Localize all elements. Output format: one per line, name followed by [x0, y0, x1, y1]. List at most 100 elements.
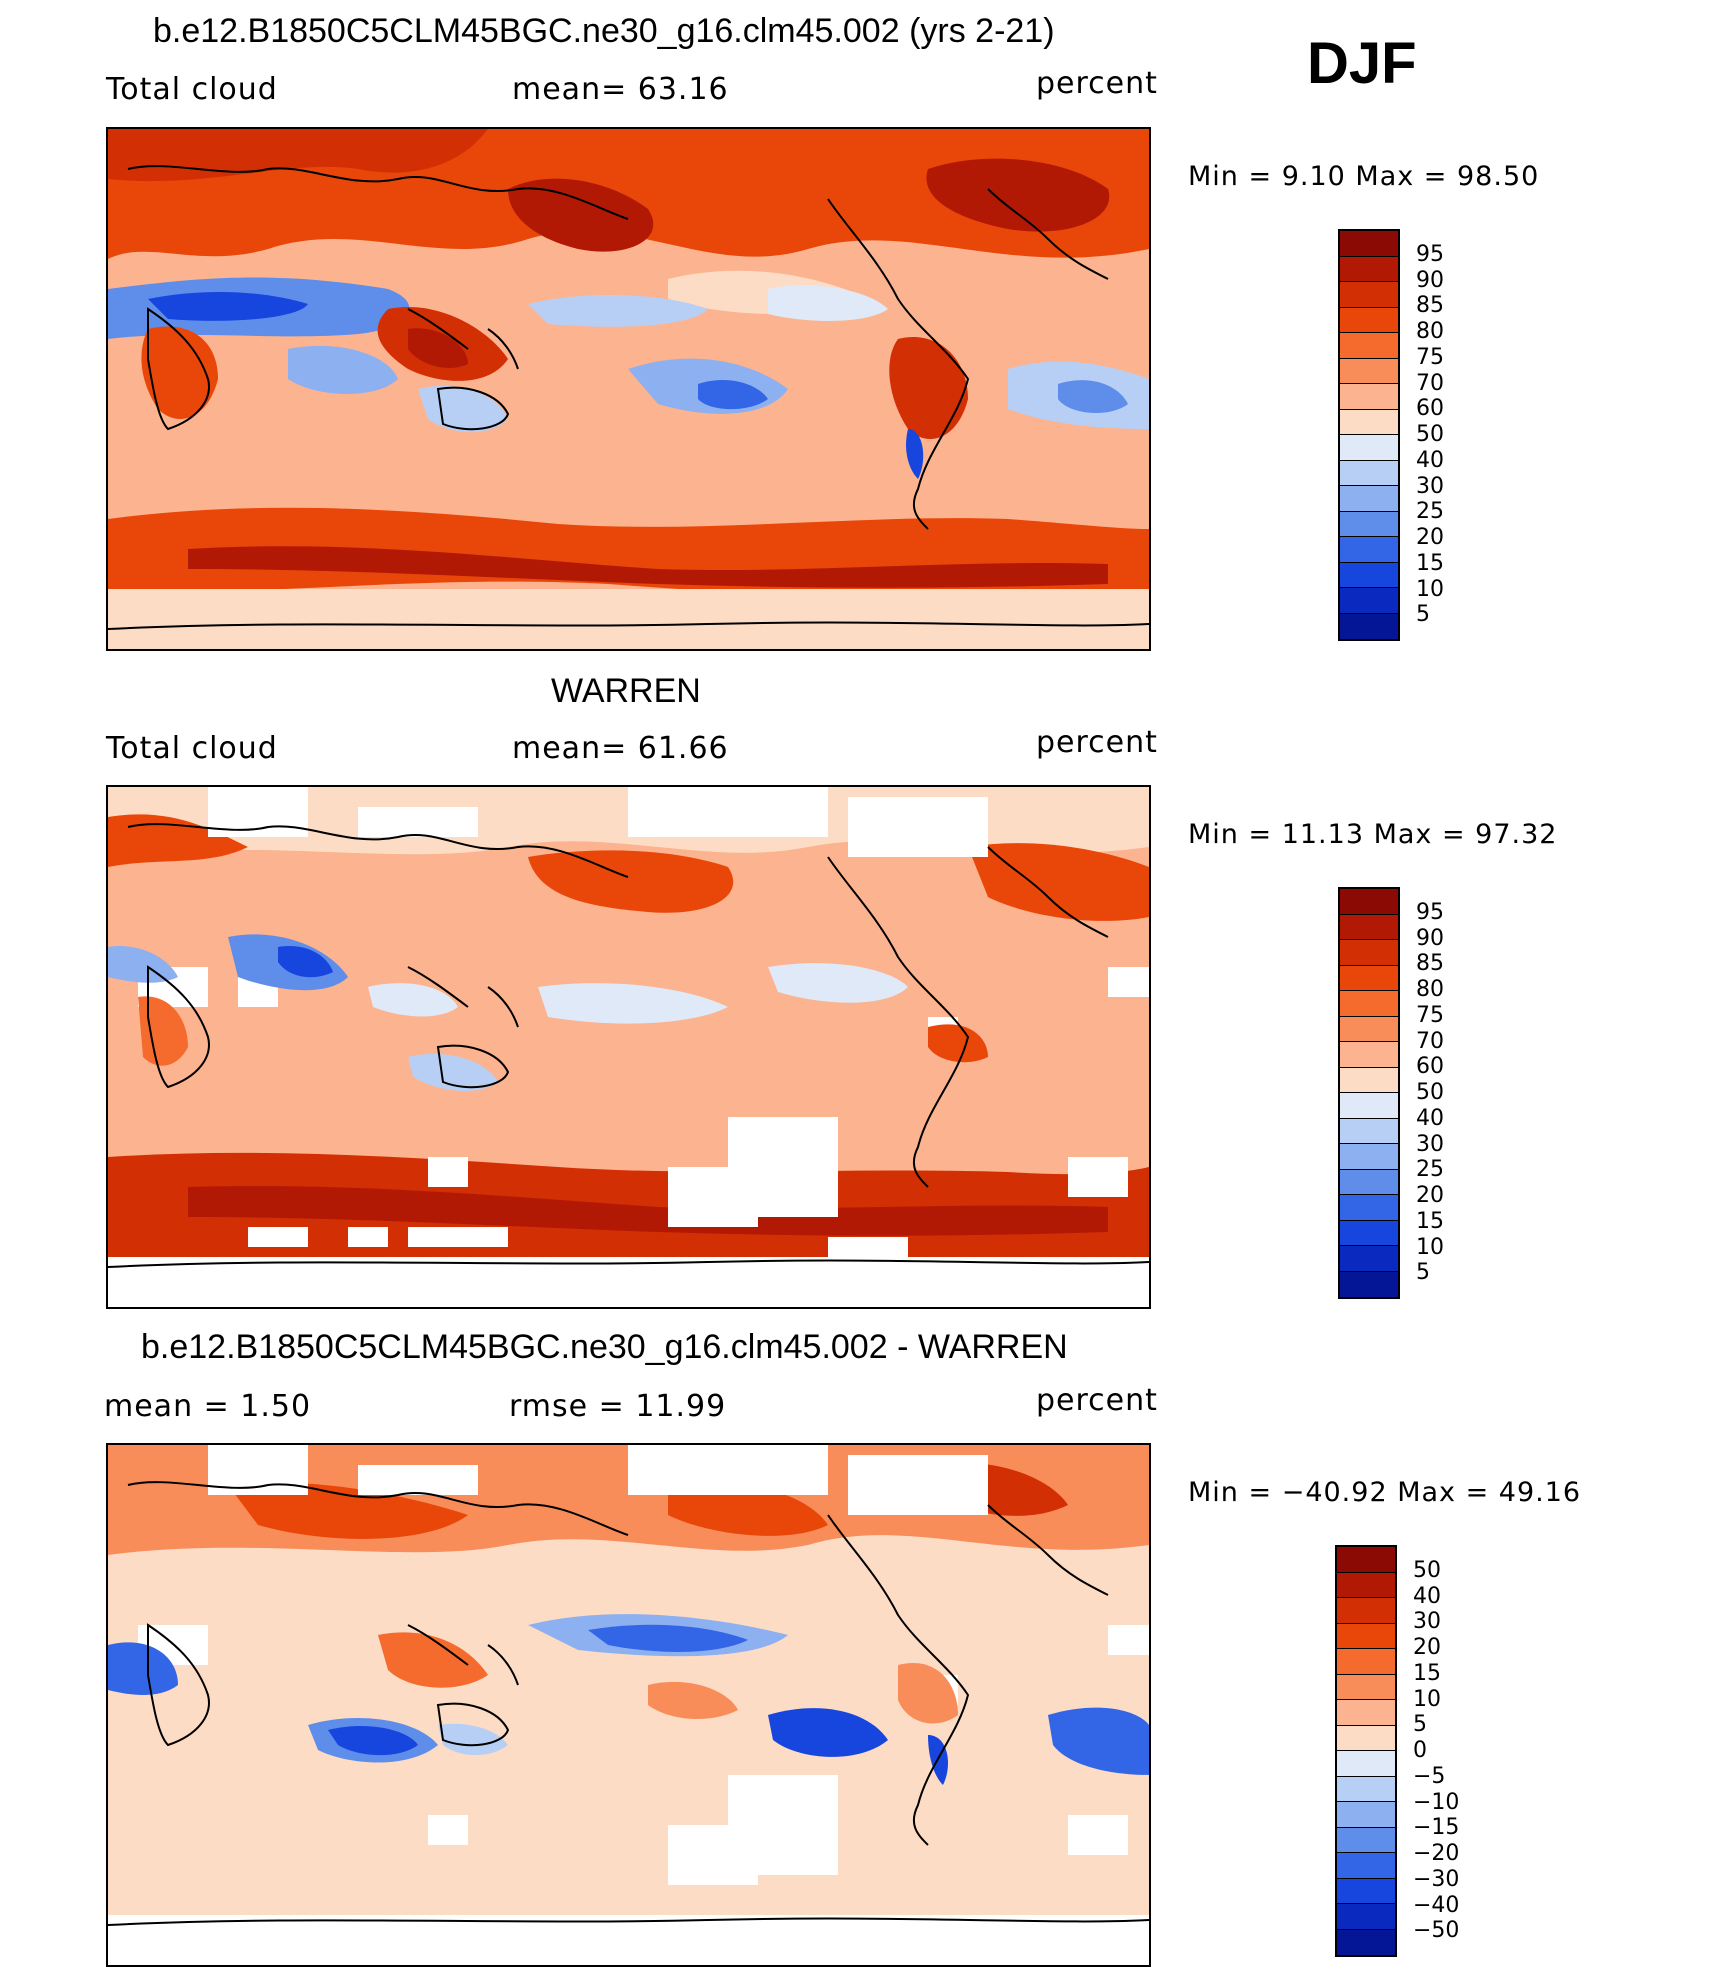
- colorbar-tick-label: 80: [1416, 319, 1444, 344]
- colorbar-swatch: [1340, 231, 1398, 257]
- colorbar-swatch: [1340, 1220, 1398, 1246]
- colorbar-tick-label: 75: [1416, 1002, 1444, 1028]
- colorbar-swatch: [1337, 1802, 1395, 1828]
- colorbar-swatch: [1340, 889, 1398, 915]
- colorbar-swatch: [1340, 562, 1398, 588]
- colorbar-swatch: [1340, 965, 1398, 991]
- colorbar-tick-label: 5: [1416, 1260, 1430, 1286]
- panel-3-title: b.e12.B1850C5CLM45BGC.ne30_g16.clm45.002…: [141, 1328, 1068, 1366]
- panel-2-map: [106, 785, 1151, 1309]
- colorbar-swatch: [1340, 1042, 1398, 1068]
- colorbar-tick-label: 60: [1416, 1054, 1444, 1080]
- colorbar-tick-label: −50: [1413, 1918, 1460, 1944]
- colorbar-swatch: [1340, 613, 1398, 639]
- colorbar-tick-label: 20: [1416, 1183, 1444, 1208]
- colorbar-swatch: [1340, 1093, 1398, 1119]
- colorbar-swatch: [1337, 1878, 1395, 1904]
- colorbar-swatch: [1337, 1725, 1395, 1751]
- colorbar-swatch: [1340, 511, 1398, 537]
- colorbar-tick-label: −5: [1413, 1763, 1446, 1789]
- colorbar-swatch: [1340, 384, 1398, 410]
- colorbar-tick-label: 75: [1416, 344, 1444, 370]
- colorbar-tick-label: 85: [1416, 951, 1444, 977]
- colorbar-tick-label: 5: [1413, 1712, 1427, 1738]
- colorbar-swatch: [1340, 914, 1398, 940]
- panel-2-minmax: Min = 11.13 Max = 97.32: [1188, 819, 1558, 850]
- colorbar-swatch: [1340, 1169, 1398, 1195]
- panel-1-units-label: percent: [1036, 66, 1158, 101]
- panel-3-rmse-label: rmse = 11.99: [509, 1389, 727, 1424]
- panel-1-map: [106, 127, 1151, 651]
- colorbar-swatch: [1340, 256, 1398, 282]
- panel-3-colorbar: [1335, 1545, 1397, 1957]
- colorbar-swatch: [1340, 1016, 1398, 1042]
- colorbar-swatch: [1340, 537, 1398, 563]
- colorbar-swatch: [1340, 1246, 1398, 1272]
- colorbar-tick-label: 20: [1416, 525, 1444, 550]
- colorbar-swatch: [1340, 1067, 1398, 1093]
- colorbar-swatch: [1340, 991, 1398, 1017]
- colorbar-swatch: [1337, 1623, 1395, 1649]
- colorbar-tick-label: 50: [1413, 1557, 1441, 1583]
- colorbar-swatch: [1340, 333, 1398, 359]
- colorbar-tick-label: 95: [1416, 241, 1444, 267]
- colorbar-tick-label: 95: [1416, 899, 1444, 925]
- colorbar-tick-label: 30: [1413, 1609, 1441, 1635]
- colorbar-tick-label: 30: [1416, 1131, 1444, 1157]
- colorbar-swatch: [1337, 1853, 1395, 1879]
- colorbar-tick-label: 40: [1416, 447, 1444, 473]
- panel-3-units-label: percent: [1036, 1383, 1158, 1418]
- panel-3-mean-label: mean = 1.50: [104, 1389, 312, 1424]
- colorbar-swatch: [1340, 358, 1398, 384]
- season-label: DJF: [1307, 31, 1417, 96]
- colorbar-tick-label: −40: [1413, 1892, 1460, 1918]
- colorbar-swatch: [1340, 409, 1398, 435]
- colorbar-tick-label: 60: [1416, 396, 1444, 422]
- panel-1-mean-label: mean= 63.16: [512, 72, 729, 107]
- panel-1-minmax: Min = 9.10 Max = 98.50: [1188, 161, 1540, 192]
- colorbar-tick-label: 10: [1416, 1234, 1444, 1260]
- colorbar-tick-label: 20: [1413, 1635, 1441, 1660]
- colorbar-swatch: [1340, 435, 1398, 461]
- colorbar-swatch: [1337, 1929, 1395, 1955]
- colorbar-tick-label: 30: [1416, 473, 1444, 499]
- colorbar-tick-label: 85: [1416, 293, 1444, 319]
- colorbar-tick-label: 15: [1413, 1660, 1441, 1686]
- colorbar-swatch: [1340, 307, 1398, 333]
- colorbar-tick-label: 15: [1416, 550, 1444, 576]
- colorbar-tick-label: 90: [1416, 267, 1444, 293]
- colorbar-swatch: [1340, 940, 1398, 966]
- panel-1-title: b.e12.B1850C5CLM45BGC.ne30_g16.clm45.002…: [153, 12, 1055, 50]
- colorbar-swatch: [1337, 1598, 1395, 1624]
- colorbar-swatch: [1337, 1904, 1395, 1930]
- colorbar-tick-label: 25: [1416, 499, 1444, 525]
- colorbar-tick-label: 50: [1416, 1080, 1444, 1105]
- colorbar-swatch: [1340, 486, 1398, 512]
- colorbar-tick-label: 10: [1416, 576, 1444, 602]
- colorbar-tick-label: 90: [1416, 925, 1444, 951]
- colorbar-tick-label: 10: [1413, 1686, 1441, 1712]
- panel-2-mean-label: mean= 61.66: [512, 731, 729, 766]
- colorbar-swatch: [1337, 1751, 1395, 1777]
- colorbar-swatch: [1340, 1144, 1398, 1170]
- colorbar-swatch: [1340, 460, 1398, 486]
- colorbar-tick-label: 50: [1416, 422, 1444, 447]
- panel-2-title: WARREN: [551, 672, 701, 710]
- colorbar-tick-label: −15: [1413, 1815, 1460, 1841]
- colorbar-swatch: [1340, 588, 1398, 614]
- colorbar-swatch: [1337, 1547, 1395, 1573]
- colorbar-tick-label: −30: [1413, 1866, 1460, 1892]
- colorbar-tick-label: 15: [1416, 1208, 1444, 1234]
- colorbar-swatch: [1340, 1118, 1398, 1144]
- colorbar-tick-label: 0: [1413, 1738, 1427, 1763]
- colorbar-swatch: [1337, 1776, 1395, 1802]
- colorbar-tick-label: 80: [1416, 977, 1444, 1002]
- colorbar-tick-label: −10: [1413, 1789, 1460, 1815]
- colorbar-swatch: [1337, 1649, 1395, 1675]
- colorbar-swatch: [1337, 1700, 1395, 1726]
- panel-2-units-label: percent: [1036, 725, 1158, 760]
- panel-2-variable-label: Total cloud: [106, 731, 278, 766]
- colorbar-tick-label: −20: [1413, 1841, 1460, 1866]
- colorbar-tick-label: 40: [1413, 1583, 1441, 1609]
- colorbar-tick-label: 40: [1416, 1105, 1444, 1131]
